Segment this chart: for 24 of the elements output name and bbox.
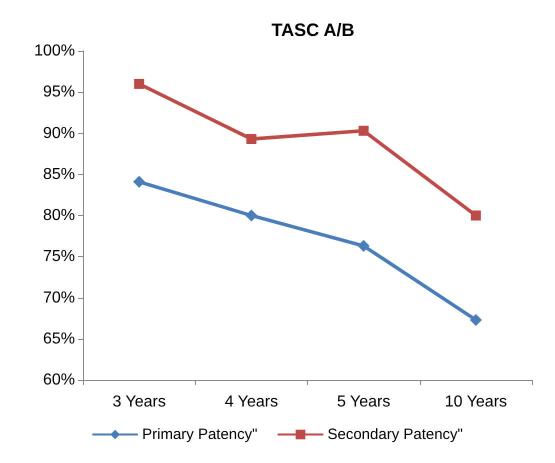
point [245, 210, 258, 222]
point [246, 134, 256, 144]
y-tick-label: 100% [34, 42, 75, 60]
x-tick-label: 4 Years [224, 394, 278, 410]
y-tick-label: 70% [42, 289, 75, 306]
point [358, 126, 369, 136]
point [470, 210, 481, 220]
point [358, 240, 370, 252]
legend-label: Secondary Patency" [327, 426, 463, 443]
point [134, 78, 144, 89]
y-tick-label: 65% [42, 330, 75, 348]
x-tick-label: 3 Years [112, 394, 166, 410]
y-tick-label: 90% [42, 124, 75, 142]
x-tick-label: 10 Years [444, 394, 508, 410]
point [133, 176, 146, 188]
legend-label: Primary Patency" [142, 426, 258, 443]
y-tick-label: 75% [42, 248, 75, 266]
point [470, 314, 482, 326]
chart-title: TASC A/B [272, 20, 354, 40]
y-tick-label: 80% [42, 207, 75, 224]
x-tick-label: 5 Years [336, 394, 390, 410]
y-tick-label: 60% [42, 372, 75, 388]
y-tick-label: 85% [42, 166, 75, 183]
y-tick-label: 95% [42, 84, 75, 101]
